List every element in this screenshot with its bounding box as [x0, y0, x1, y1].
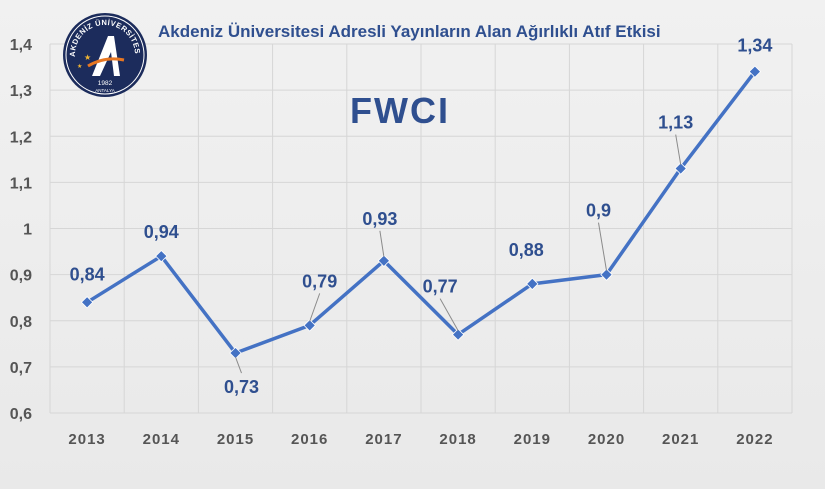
leader-line	[675, 134, 682, 165]
data-point	[674, 162, 687, 175]
data-label: 0,94	[144, 222, 179, 242]
chart-subtitle: FWCI	[350, 90, 450, 131]
x-tick-label: 2018	[439, 431, 476, 448]
leader-line	[235, 356, 242, 374]
x-tick-label: 2014	[143, 431, 180, 448]
chart-title: Akdeniz Üniversitesi Adresli Yayınların …	[158, 22, 661, 41]
x-tick-label: 2021	[662, 431, 699, 448]
y-tick-label: 1,4	[10, 37, 32, 54]
data-label: 1,34	[737, 36, 772, 56]
leader-line	[598, 222, 607, 271]
x-tick-label: 2022	[736, 431, 773, 448]
data-label: 0,93	[362, 209, 397, 229]
y-tick-label: 1,3	[10, 83, 32, 100]
x-tick-label: 2013	[68, 431, 105, 448]
data-point	[303, 319, 316, 332]
x-tick-label: 2016	[291, 431, 328, 448]
data-label: 0,88	[509, 240, 544, 260]
university-logo: AKDENİZ ÜNİVERSİTESİ ★ ★ 1982 ANTALYA	[61, 5, 148, 98]
y-tick-label: 1,1	[10, 175, 32, 192]
data-point	[155, 249, 168, 263]
data-label: 0,84	[70, 264, 105, 284]
data-point	[451, 328, 465, 341]
leader-line	[439, 298, 459, 331]
x-tick-label: 2019	[514, 431, 551, 448]
y-tick-label: 0,6	[10, 406, 32, 423]
leader-line	[309, 293, 321, 322]
data-point	[600, 268, 613, 281]
x-tick-label: 2015	[217, 431, 254, 448]
svg-text:★: ★	[84, 53, 91, 62]
series-line	[86, 70, 757, 355]
svg-text:★: ★	[77, 63, 82, 70]
data-point	[377, 254, 391, 268]
data-label: 0,9	[586, 201, 611, 221]
y-tick-label: 0,8	[10, 314, 32, 331]
x-tick-label: 2017	[365, 431, 402, 448]
data-point	[748, 65, 762, 78]
y-tick-label: 0,7	[10, 360, 32, 377]
data-label: 1,13	[658, 113, 693, 133]
data-label: 0,73	[224, 377, 259, 397]
data-point	[80, 296, 94, 309]
logo-city: ANTALYA	[95, 88, 115, 93]
data-label: 0,79	[302, 271, 337, 291]
data-point	[526, 277, 539, 291]
y-tick-label: 0,9	[10, 268, 32, 285]
y-tick-label: 1,2	[10, 129, 32, 146]
logo-year: 1982	[98, 80, 113, 87]
x-tick-label: 2020	[588, 431, 625, 448]
data-label: 0,77	[423, 277, 458, 297]
data-point	[229, 346, 242, 360]
y-tick-label: 1	[23, 222, 32, 239]
university-seal-icon: AKDENİZ ÜNİVERSİTESİ ★ ★ 1982 ANTALYA	[61, 5, 147, 97]
leader-line	[379, 230, 385, 257]
